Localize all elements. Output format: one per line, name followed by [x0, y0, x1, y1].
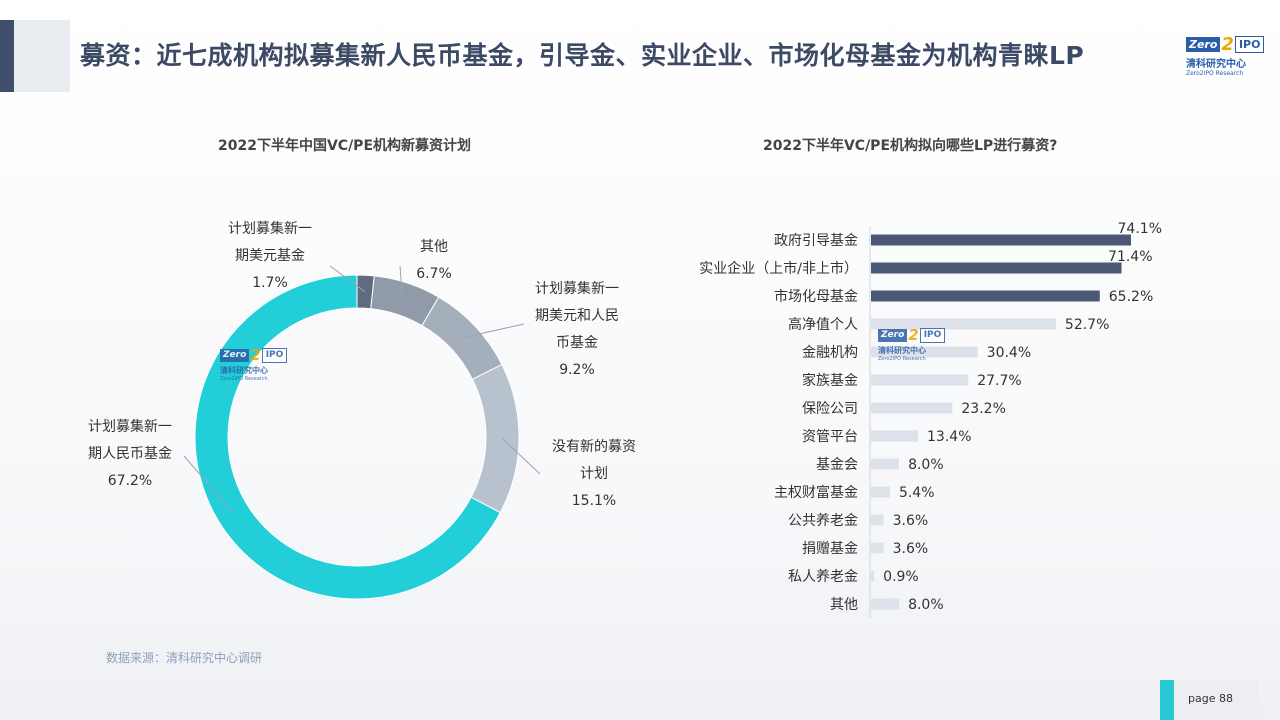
bar-value-label: 71.4% — [1108, 249, 1152, 265]
page-number: page 88 — [1188, 692, 1233, 705]
watermark-logo-right: Zero 2 IPO 清科研究中心 Zero2IPO Research — [878, 328, 946, 362]
bar-value-label: 8.0% — [908, 457, 944, 473]
title-accent — [0, 20, 14, 92]
bar-9 — [871, 458, 900, 470]
title-bar: 募资：近七成机构拟募集新人民币基金，引导金、实业企业、市场化母基金为机构青睐LP — [0, 20, 1280, 92]
bar-category-label: 捐赠基金 — [802, 540, 858, 557]
bar-8 — [871, 430, 919, 442]
donut-chart-title: 2022下半年中国VC/PE机构新募资计划 — [218, 138, 472, 154]
leader-line-usd-rmb-fund — [463, 323, 525, 338]
bar-category-label: 公共养老金 — [788, 513, 858, 529]
page-title: 募资：近七成机构拟募集新人民币基金，引导金、实业企业、市场化母基金为机构青睐LP — [80, 41, 1085, 70]
footer-accent — [1160, 680, 1174, 720]
leader-line-other — [399, 265, 403, 299]
bar-chart: 政府引导基金 74.1% 实业企业（上市/非上市） 71.4% 市场化母基金 65.2% 高… — [699, 221, 1162, 618]
bar-category-label: 基金会 — [816, 456, 858, 473]
donut-slice-no-plan — [470, 363, 520, 514]
bar-1 — [871, 234, 1131, 246]
slice-label-usd-rmb-fund: 计划募集新一 期美元和人民 币基金 9.2% — [535, 281, 619, 378]
title-panel — [14, 20, 70, 92]
zero2ipo-logo: Zero 2 IPO 清科研究中心 Zero2IPO Research — [1186, 36, 1265, 77]
bar-value-label: 13.4% — [927, 429, 971, 445]
bar-value-label: 52.7% — [1065, 317, 1109, 333]
bar-6 — [871, 374, 969, 386]
leader-line-rmb-fund — [183, 455, 233, 513]
leader-line-usd-fund — [329, 265, 366, 293]
bar-value-label: 3.6% — [893, 513, 929, 529]
bar-value-label: 74.1% — [1118, 221, 1162, 237]
slice-label-no-plan: 没有新的募资 计划 15.1% — [552, 439, 636, 509]
bar-value-label: 30.4% — [987, 345, 1031, 361]
leader-line-no-plan — [502, 438, 541, 475]
slice-label-usd-fund: 计划募集新一 期美元基金 1.7% — [228, 221, 312, 291]
bar-category-label: 金融机构 — [802, 345, 858, 361]
bar-value-label: 5.4% — [899, 485, 935, 501]
bar-4 — [871, 318, 1056, 330]
bar-category-label: 私人养老金 — [788, 569, 858, 585]
bar-5 — [871, 346, 978, 358]
bar-value-label: 27.7% — [977, 373, 1021, 389]
bar-category-label: 资管平台 — [802, 429, 858, 445]
bar-category-label: 家族基金 — [802, 372, 858, 389]
bar-value-label: 8.0% — [908, 597, 944, 613]
bar-value-label: 0.9% — [883, 569, 919, 585]
bar-11 — [871, 514, 884, 526]
watermark-logo-left: Zero 2 IPO 清科研究中心 Zero2IPO Research — [220, 348, 288, 382]
bar-13 — [871, 570, 875, 582]
bar-category-label: 保险公司 — [802, 401, 858, 417]
bar-category-label: 政府引导基金 — [774, 232, 858, 249]
slice-label-rmb-fund: 计划募集新一 期人民币基金 67.2% — [88, 419, 172, 489]
bar-category-label: 主权财富基金 — [774, 484, 858, 501]
bar-10 — [871, 486, 890, 498]
donut-chart — [194, 274, 520, 600]
footer-panel — [1174, 680, 1258, 720]
bar-value-label: 23.2% — [961, 401, 1005, 417]
bar-chart-title: 2022下半年VC/PE机构拟向哪些LP进行募资? — [763, 138, 1058, 154]
donut-leader-lines — [183, 265, 541, 513]
bar-14 — [871, 598, 900, 610]
bar-value-label: 3.6% — [893, 541, 929, 557]
donut-slice-rmb-fund — [194, 274, 501, 600]
bar-category-label: 市场化母基金 — [774, 288, 858, 305]
slice-label-other: 其他 6.7% — [416, 239, 452, 282]
bar-category-label: 实业企业（上市/非上市） — [699, 260, 858, 277]
bar-category-label: 其他 — [830, 597, 858, 613]
donut-slice-usd-rmb-fund — [421, 296, 503, 380]
bar-value-label: 65.2% — [1109, 289, 1153, 305]
bar-2 — [871, 262, 1122, 274]
data-source-note: 数据来源：清科研究中心调研 — [106, 651, 263, 665]
bar-category-label: 高净值个人 — [788, 316, 858, 333]
bar-12 — [871, 542, 884, 554]
bar-7 — [871, 402, 953, 414]
bar-3 — [871, 290, 1100, 302]
